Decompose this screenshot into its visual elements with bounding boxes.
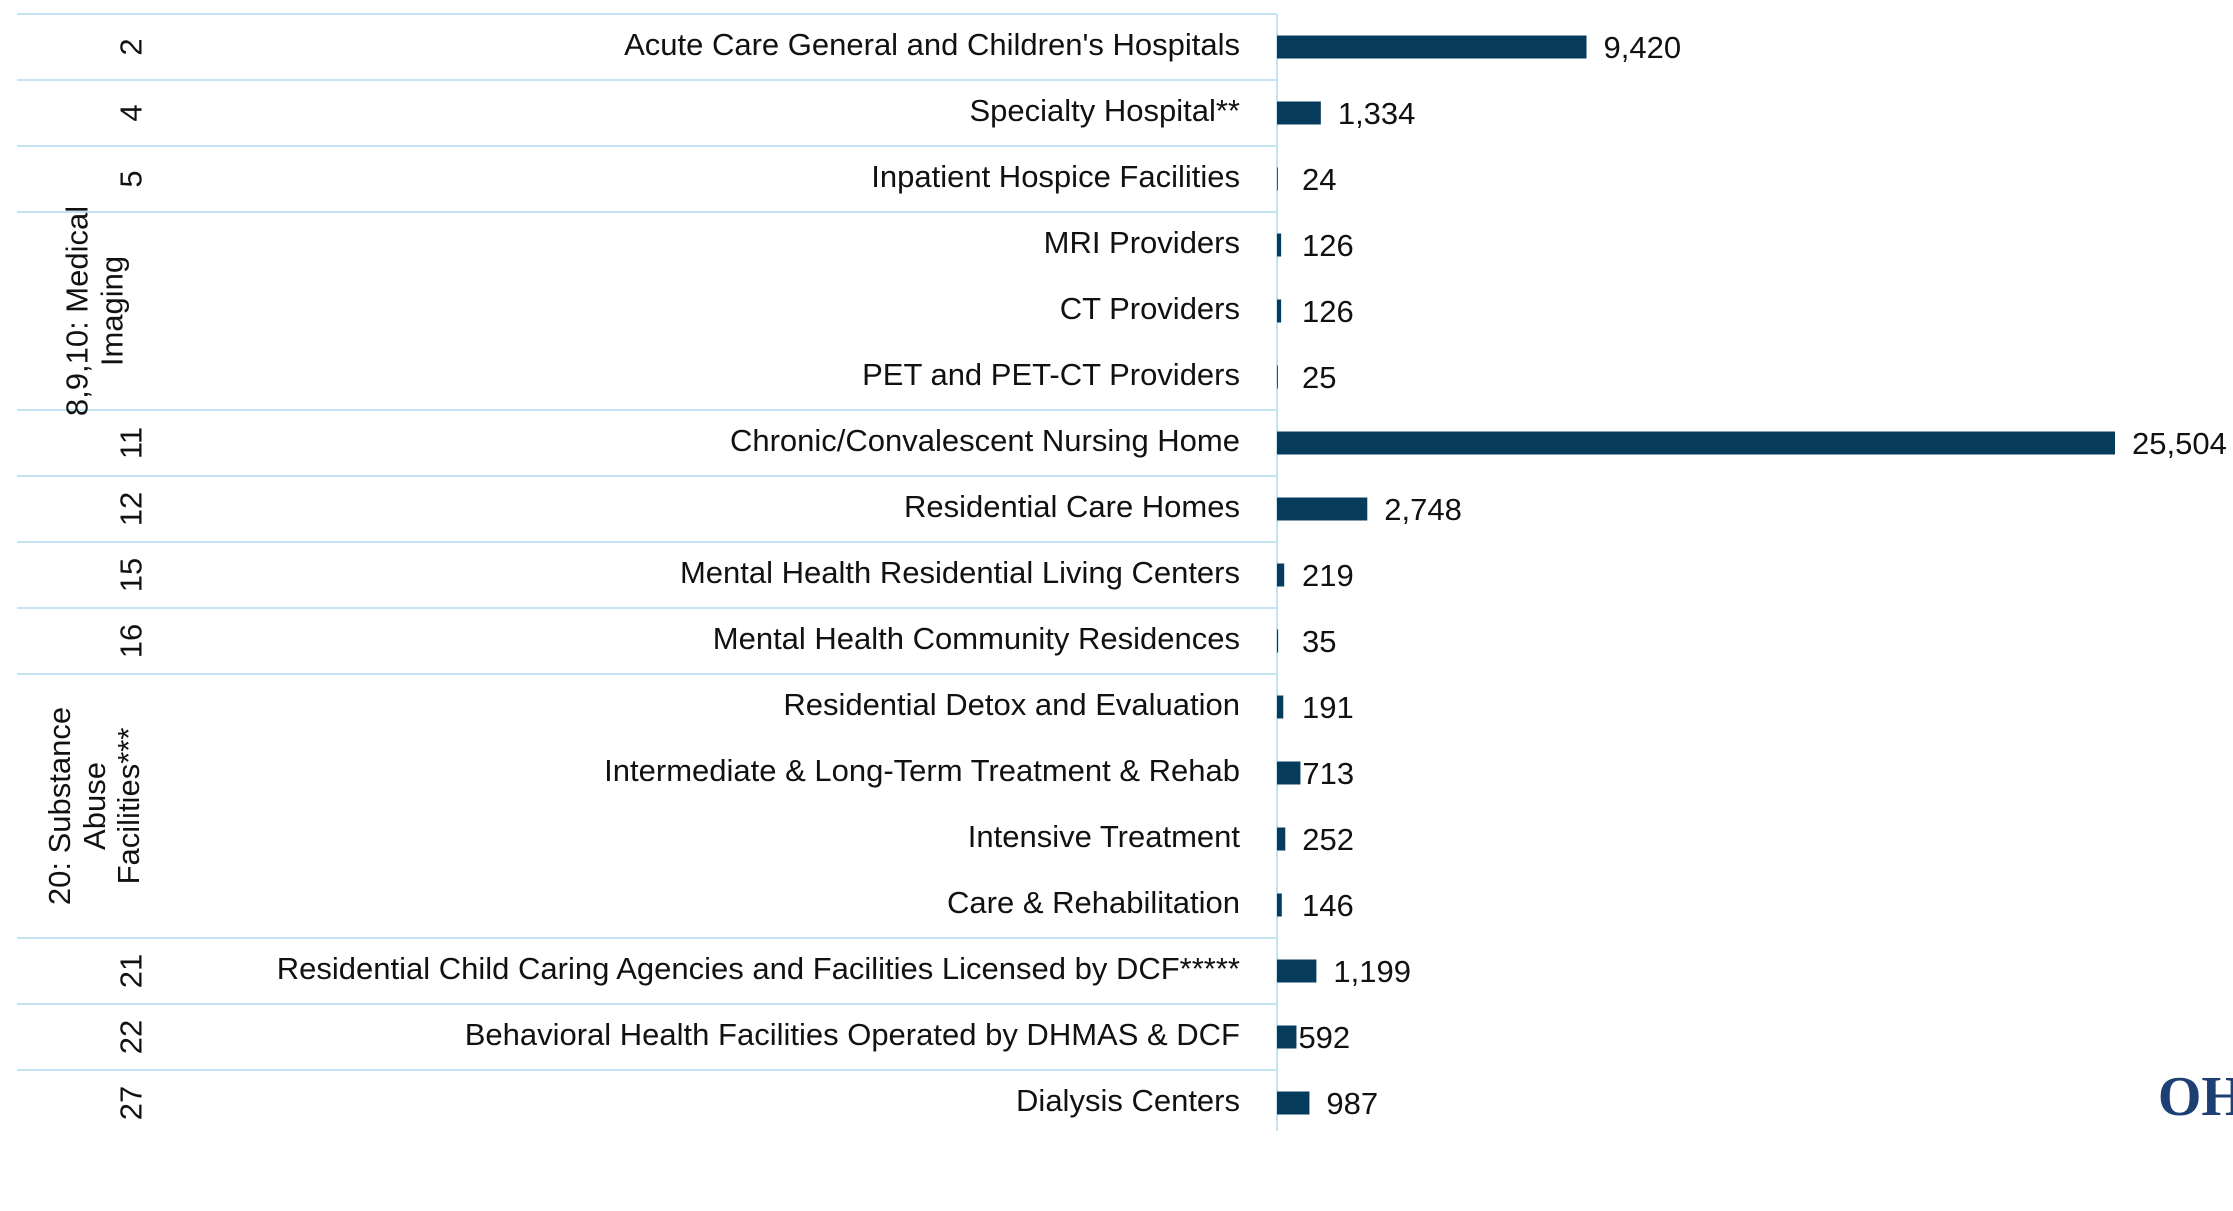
category-label: CT Providers xyxy=(1060,291,1240,326)
bar xyxy=(1277,893,1282,917)
value-label: 146 xyxy=(1302,888,1354,923)
value-label: 35 xyxy=(1302,624,1336,659)
category-label: Intermediate & Long-Term Treatment & Reh… xyxy=(604,753,1240,788)
bar xyxy=(1277,167,1278,191)
value-label: 713 xyxy=(1302,756,1354,791)
value-label: 25,504 xyxy=(2132,426,2227,461)
value-label: 25 xyxy=(1302,360,1336,395)
category-label: Chronic/Convalescent Nursing Home xyxy=(730,423,1240,458)
bar xyxy=(1277,629,1279,653)
value-label: 987 xyxy=(1326,1086,1378,1121)
bar xyxy=(1277,497,1368,521)
bar xyxy=(1277,827,1286,851)
category-label: Specialty Hospital** xyxy=(969,93,1240,128)
value-label: 219 xyxy=(1302,558,1354,593)
category-label: Care & Rehabilitation xyxy=(947,885,1240,920)
bar xyxy=(1277,101,1321,125)
bar xyxy=(1277,35,1587,59)
page: {"chart_data": { "type": "bar", "orienta… xyxy=(17,13,2233,1131)
category-label: Mental Health Community Residences xyxy=(713,621,1240,656)
bar xyxy=(1277,563,1285,587)
bar xyxy=(1277,233,1282,257)
bar xyxy=(1277,959,1317,983)
bar xyxy=(1277,431,2115,455)
category-label: Inpatient Hospice Facilities xyxy=(871,159,1240,194)
value-label: 2,748 xyxy=(1384,492,1462,527)
group-label: 27 xyxy=(113,1085,149,1121)
value-label: 252 xyxy=(1302,822,1354,857)
value-label: 126 xyxy=(1302,294,1354,329)
category-label: Residential Detox and Evaluation xyxy=(783,687,1240,722)
value-label: 126 xyxy=(1302,228,1354,263)
category-label: Acute Care General and Children's Hospit… xyxy=(624,27,1240,62)
value-label: 1,334 xyxy=(1338,96,1416,131)
value-label: 1,199 xyxy=(1333,954,1411,989)
value-label: 191 xyxy=(1302,690,1354,725)
logo: OH xyxy=(2157,1066,2233,1128)
value-label: 24 xyxy=(1302,162,1336,197)
chart: Acute Care General and Children's Hospit… xyxy=(17,13,2227,1131)
category-label: Dialysis Centers xyxy=(1016,1083,1240,1118)
bar xyxy=(1277,365,1278,389)
bar xyxy=(1277,1025,1297,1049)
category-label: Mental Health Residential Living Centers xyxy=(680,555,1240,590)
category-label: Behavioral Health Facilities Operated by… xyxy=(465,1017,1240,1052)
value-label: 9,420 xyxy=(1604,30,1682,65)
bar xyxy=(1277,299,1282,323)
category-label: MRI Providers xyxy=(1044,225,1240,260)
bar xyxy=(1277,1091,1310,1115)
category-label: PET and PET-CT Providers xyxy=(862,357,1240,392)
bar xyxy=(1277,761,1301,785)
category-label: Residential Child Caring Agencies and Fa… xyxy=(277,951,1240,986)
category-label: Residential Care Homes xyxy=(904,489,1240,524)
category-label: Intensive Treatment xyxy=(968,819,1241,854)
value-label: 592 xyxy=(1298,1020,1350,1055)
bar xyxy=(1277,695,1284,719)
